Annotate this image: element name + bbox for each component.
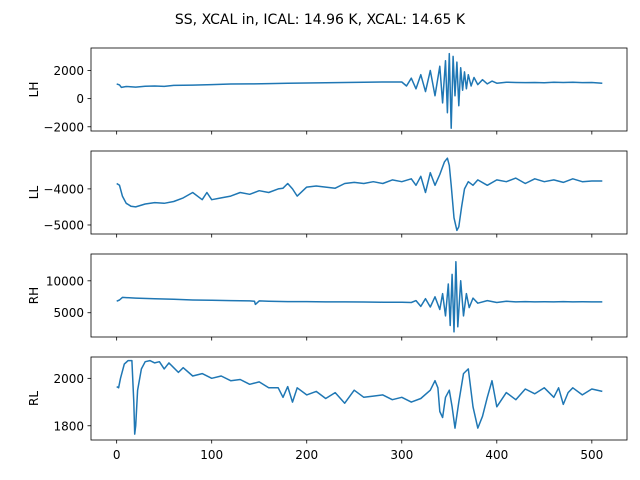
x-tick-label: 200 — [295, 448, 318, 462]
x-tick-label: 300 — [390, 448, 413, 462]
y-tick-label: 1800 — [53, 419, 84, 433]
axes-frame — [90, 47, 628, 132]
subplot-rl: 1800 2000 0 100 200 300 400 500 RL — [27, 356, 628, 462]
subplot-lh: −2000 0 2000 LH — [27, 47, 628, 135]
x-tick-label: 500 — [580, 448, 603, 462]
series-line-lh-0 — [116, 52, 603, 129]
y-tick-label: −5000 — [43, 218, 84, 232]
figure-title: SS, XCAL in, ICAL: 14.96 K, XCAL: 14.65 … — [175, 12, 466, 28]
y-tick-label: 10000 — [46, 274, 84, 288]
y-axis-label: LL — [27, 186, 41, 200]
series-line-ll-0 — [116, 157, 603, 232]
axes-frame — [90, 356, 628, 441]
y-tick-label: −2000 — [43, 120, 84, 134]
y-tick-label: −4000 — [43, 182, 84, 196]
y-tick-label: 5000 — [53, 306, 84, 320]
subplot-panels: −200002000LH−5000−4000LL500010000RH18002… — [27, 47, 628, 462]
y-axis-label: RL — [27, 391, 41, 406]
x-tick-label: 0 — [113, 448, 121, 462]
x-tick-label: 100 — [200, 448, 223, 462]
x-tick-label: 400 — [485, 448, 508, 462]
subplot-rh: 5000 10000 RH — [27, 253, 628, 341]
y-tick-label: 0 — [76, 92, 84, 106]
y-tick-label: 2000 — [53, 64, 84, 78]
y-axis-label: LH — [27, 82, 41, 98]
axes-frame — [90, 253, 628, 338]
y-tick-label: 2000 — [53, 372, 84, 386]
series-line-rh-0 — [116, 260, 603, 333]
y-axis-label: RH — [27, 287, 41, 304]
axes-frame — [90, 150, 628, 235]
series-line-rl-0 — [116, 359, 603, 435]
